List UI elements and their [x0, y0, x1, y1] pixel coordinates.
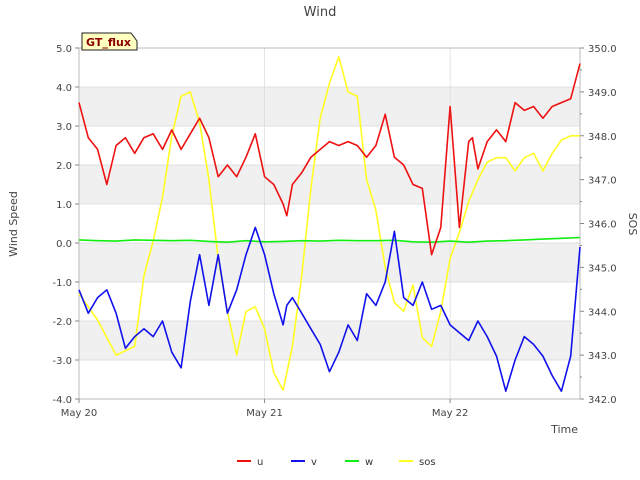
right-tick-label: 342.0 [588, 395, 617, 406]
legend-label-sos: sos [419, 457, 436, 468]
right-tick-label: 349.0 [588, 88, 617, 99]
series-line-u [78, 63, 581, 256]
y-axis-label-right: SOS [626, 213, 639, 236]
y-axis-label-left: Wind Speed [7, 191, 20, 257]
left-tick-label: 5.0 [56, 44, 72, 55]
right-tick-label: 343.0 [588, 351, 617, 362]
badge-label: GT_flux [86, 36, 131, 49]
x-tick-label: May 22 [432, 408, 469, 419]
background-band [79, 243, 580, 282]
right-tick-label: 348.0 [588, 132, 617, 143]
right-tick-label: 344.0 [588, 307, 617, 318]
chart-title: Wind [304, 5, 337, 20]
right-tick-label: 346.0 [588, 220, 617, 231]
left-tick-label: 2.0 [56, 161, 72, 172]
legend-label-w: w [365, 457, 373, 468]
left-tick-label: 1.0 [56, 200, 72, 211]
background-band [79, 165, 580, 204]
left-tick-label: -4.0 [52, 395, 72, 406]
legend-label-v: v [311, 457, 317, 468]
left-tick-label: -2.0 [52, 317, 72, 328]
x-tick-label: May 20 [61, 408, 98, 419]
x-axis-label: Time [550, 423, 578, 436]
right-tick-label: 350.0 [588, 44, 617, 55]
background-band [79, 87, 580, 126]
series-line-w [78, 236, 581, 243]
series-line-v [78, 226, 581, 393]
background-band [79, 321, 580, 360]
legend: u v w sos [237, 457, 436, 468]
x-axis-ticks: May 20 May 21 May 22 [61, 399, 469, 419]
series-line-sos [78, 55, 580, 392]
left-axis-ticks: -4.0 -3.0 -2.0 -1.0 0.0 1.0 2.0 3.0 4.0 5.0 [52, 44, 79, 406]
x-tick-label: May 21 [246, 408, 283, 419]
right-tick-label: 345.0 [588, 263, 617, 274]
legend-label-u: u [257, 457, 263, 468]
gt-flux-badge: GT_flux [81, 32, 138, 51]
left-tick-label: 4.0 [56, 83, 72, 94]
left-tick-label: -3.0 [52, 356, 72, 367]
background-bands [79, 87, 580, 360]
series-layer [78, 55, 581, 393]
left-tick-label: 0.0 [56, 239, 72, 250]
left-tick-label: -1.0 [52, 278, 72, 289]
right-axis-ticks: 342.0 343.0 344.0 345.0 346.0 347.0 348.0 349.0… [580, 44, 617, 406]
left-tick-label: 3.0 [56, 122, 72, 133]
right-tick-label: 347.0 [588, 176, 617, 187]
